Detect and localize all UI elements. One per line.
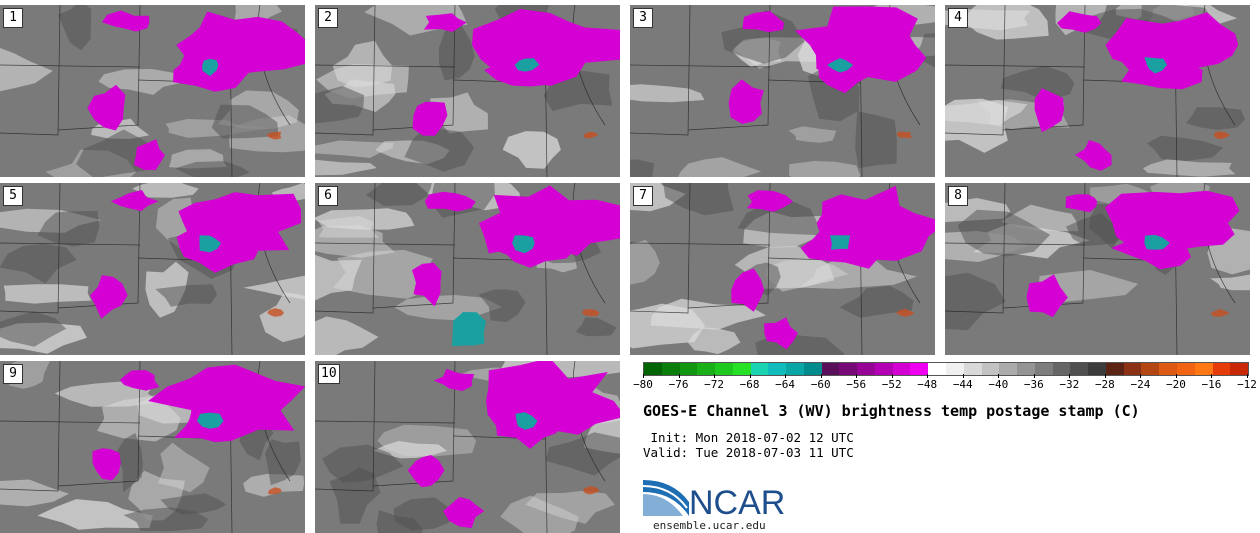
panel-6: 6 bbox=[315, 183, 620, 355]
colorbar-tickmarks bbox=[643, 374, 1248, 378]
colorbar-tick bbox=[1247, 374, 1248, 378]
colorbar-swatch bbox=[999, 363, 1018, 375]
colorbar-tick-label: −64 bbox=[775, 378, 796, 391]
panel-number: 6 bbox=[318, 186, 338, 206]
init-time: Init: Mon 2018-07-02 12 UTC bbox=[643, 430, 854, 445]
colorbar-swatch bbox=[874, 363, 893, 375]
panel-5: 5 bbox=[0, 183, 305, 355]
panel-number: 9 bbox=[3, 364, 23, 384]
colorbar-swatch bbox=[1212, 363, 1231, 375]
colorbar-tick-label: −24 bbox=[1130, 378, 1151, 391]
colorbar-tick bbox=[1104, 374, 1106, 378]
panel-number: 10 bbox=[318, 364, 340, 384]
colorbar-tick-label: −68 bbox=[739, 378, 760, 391]
colorbar-swatch bbox=[1194, 363, 1213, 375]
panel-9: 9 bbox=[0, 361, 305, 533]
panel-number: 1 bbox=[3, 8, 23, 28]
colorbar-tick bbox=[1175, 374, 1177, 378]
colorbar-tick-label: −12 bbox=[1237, 378, 1257, 391]
colorbar-tick-label: −20 bbox=[1166, 378, 1186, 391]
panel-number: 3 bbox=[633, 8, 653, 28]
colorbar-tick-label: −76 bbox=[668, 378, 689, 391]
colorbar-tick bbox=[714, 374, 716, 378]
colorbar-swatch bbox=[910, 363, 929, 375]
colorbar-tick bbox=[678, 374, 680, 378]
colorbar-swatch bbox=[857, 363, 875, 375]
colorbar-tick bbox=[891, 374, 893, 378]
colorbar-tick bbox=[1211, 374, 1213, 378]
panel-number: 7 bbox=[633, 186, 653, 206]
colorbar-swatch bbox=[1105, 363, 1124, 375]
colorbar-tick-label: −32 bbox=[1059, 378, 1080, 391]
panel-number: 5 bbox=[3, 186, 23, 206]
panel-7: 7 bbox=[630, 183, 935, 355]
colorbar-swatch bbox=[715, 363, 733, 375]
colorbar-swatch bbox=[1230, 363, 1249, 375]
colorbar-tick-label: −36 bbox=[1023, 378, 1044, 391]
colorbar-tick-label: −28 bbox=[1094, 378, 1115, 391]
colorbar-tick-label: −52 bbox=[881, 378, 902, 391]
colorbar-swatch bbox=[1123, 363, 1142, 375]
colorbar-swatch bbox=[1088, 363, 1106, 375]
colorbar-tick bbox=[1069, 374, 1071, 378]
panel-1: 1 bbox=[0, 5, 305, 177]
colorbar-tick bbox=[962, 374, 964, 378]
colorbar-tick-labels: −80 −76 −72 −68 −64 −60 −56 −52 −48 −44 −40 −36 −32 −… bbox=[633, 378, 1257, 394]
colorbar-swatch bbox=[803, 363, 822, 375]
colorbar-swatch bbox=[928, 363, 947, 375]
colorbar-swatch bbox=[963, 363, 982, 375]
colorbar-swatch bbox=[946, 363, 964, 375]
panel-number: 2 bbox=[318, 8, 338, 28]
colorbar-tick bbox=[1033, 374, 1035, 378]
colorbar-swatch bbox=[786, 363, 804, 375]
colorbar-tick bbox=[1140, 374, 1142, 378]
colorbar-swatch bbox=[679, 363, 698, 375]
colorbar-swatch bbox=[839, 363, 858, 375]
colorbar-swatch bbox=[892, 363, 911, 375]
colorbar-swatch bbox=[768, 363, 787, 375]
colorbar-swatch bbox=[821, 363, 840, 375]
panel-4: 4 bbox=[945, 5, 1250, 177]
panel-3: 3 bbox=[630, 5, 935, 177]
colorbar bbox=[643, 362, 1249, 376]
colorbar-tick bbox=[749, 374, 751, 378]
panel-8: 8 bbox=[945, 183, 1250, 355]
valid-time: Valid: Tue 2018-07-03 11 UTC bbox=[643, 445, 854, 460]
colorbar-tick-label: −60 bbox=[810, 378, 831, 391]
panel-10: 10 bbox=[315, 361, 620, 533]
colorbar-tick-label: −56 bbox=[846, 378, 867, 391]
colorbar-tick-label: −44 bbox=[952, 378, 973, 391]
colorbar-swatch bbox=[750, 363, 769, 375]
colorbar-swatch bbox=[1070, 363, 1089, 375]
colorbar-tick bbox=[856, 374, 858, 378]
colorbar-tick bbox=[927, 374, 929, 378]
colorbar-swatch bbox=[1176, 363, 1195, 375]
colorbar-tick-label: −48 bbox=[917, 378, 938, 391]
colorbar-swatch bbox=[981, 363, 1000, 375]
colorbar-swatch bbox=[644, 363, 662, 375]
panel-number: 4 bbox=[948, 8, 968, 28]
colorbar-swatch bbox=[697, 363, 716, 375]
colorbar-swatch bbox=[1052, 363, 1071, 375]
colorbar-tick-label: −16 bbox=[1201, 378, 1222, 391]
figure-title: GOES-E Channel 3 (WV) brightness temp po… bbox=[643, 402, 1140, 420]
colorbar-swatch bbox=[661, 363, 680, 375]
colorbar-tick-label: −80 bbox=[633, 378, 653, 391]
colorbar-tick bbox=[643, 374, 644, 378]
colorbar-tick bbox=[785, 374, 787, 378]
logo-text: NCAR bbox=[689, 484, 785, 520]
ncar-logo: NCAR bbox=[642, 476, 793, 524]
panel-2: 2 bbox=[315, 5, 620, 177]
site-url: ensemble.ucar.edu bbox=[653, 519, 766, 532]
colorbar-tick-label: −72 bbox=[704, 378, 724, 391]
colorbar-tick bbox=[820, 374, 822, 378]
colorbar-swatch bbox=[732, 363, 751, 375]
colorbar-tick-label: −40 bbox=[988, 378, 1009, 391]
colorbar-swatch bbox=[1017, 363, 1035, 375]
colorbar-swatch bbox=[1159, 363, 1177, 375]
colorbar-swatch bbox=[1141, 363, 1160, 375]
panel-number: 8 bbox=[948, 186, 968, 206]
colorbar-swatch bbox=[1034, 363, 1053, 375]
colorbar-tick bbox=[998, 374, 1000, 378]
